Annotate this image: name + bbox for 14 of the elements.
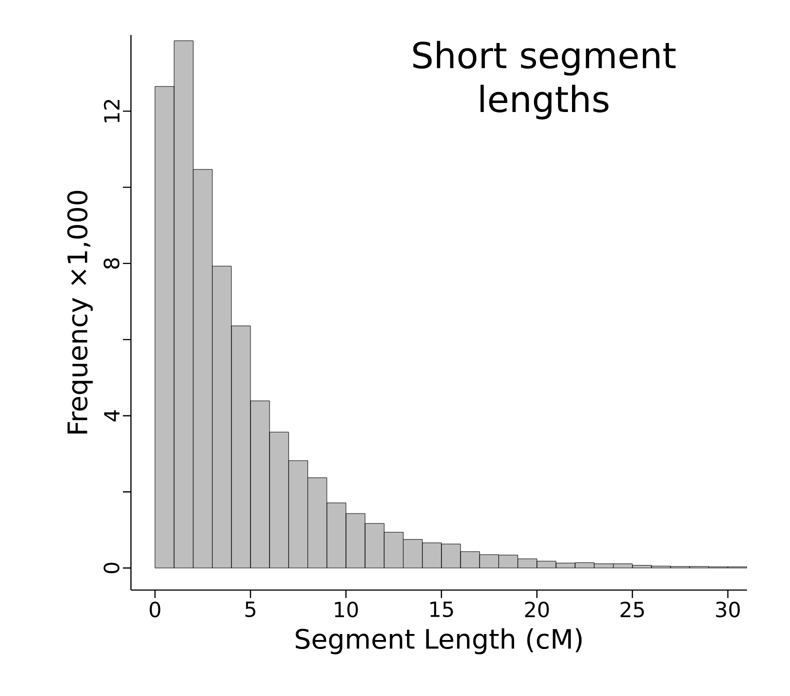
x-tick-label: 5 [245,602,256,618]
x-tick-label: 30 [716,602,740,618]
y-tick-label: 8 [104,258,120,269]
text: Short segment lengths [413,40,676,120]
x-tick-label: 25 [620,602,644,618]
x-tick-label: 0 [150,602,160,618]
y-tick-label: 0 [104,562,120,574]
y-tick-label: 12 [104,100,120,122]
x-tick-label: 10 [334,602,358,618]
x-tick-label: 15 [430,602,453,618]
y-tick-label: 4 [104,410,120,422]
x-tick-label: 20 [525,602,549,618]
y-axis-title: Frequency ×1,000 [67,190,93,434]
x-axis-title: Segment Length (cM) [296,628,582,654]
